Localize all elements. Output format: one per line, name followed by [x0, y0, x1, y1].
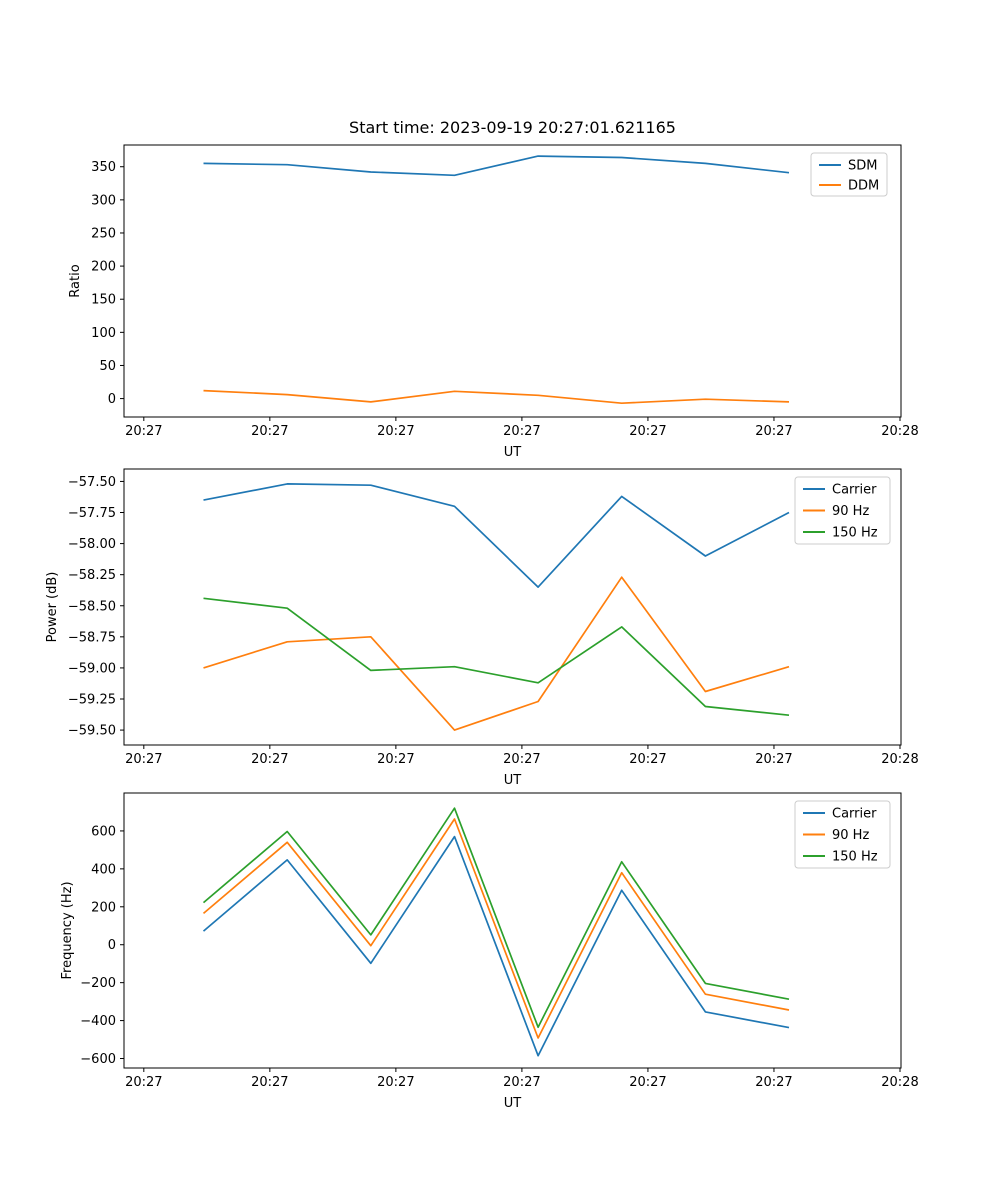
x-tick-label: 20:27	[377, 752, 414, 767]
y-tick-label: 0	[108, 392, 116, 407]
y-tick-label: −200	[80, 976, 116, 991]
y-tick-label: −57.75	[68, 506, 116, 521]
chart-2-150-hz-line	[203, 597, 790, 717]
chart-2-carrier-line	[203, 483, 790, 588]
x-tick-label: 20:27	[629, 1075, 666, 1090]
y-tick-label: −59.25	[68, 693, 116, 708]
chart-2: −59.50 −59.25 −59.00 −58.75 −58.50 −58.25 −58.…	[45, 468, 919, 788]
x-tick-label: 20:27	[125, 752, 162, 767]
legend-label: Carrier	[832, 483, 877, 498]
y-tick-label: −59.00	[68, 661, 116, 676]
chart-1: 0 50 100 150 200 250 300 350 20:27 20:27 20:27 20:2…	[68, 118, 919, 460]
x-tick-label: 20:27	[755, 1075, 792, 1090]
chart-1-xlabel: UT	[504, 445, 522, 460]
y-tick-label: 100	[91, 326, 116, 341]
x-tick-label: 20:27	[755, 424, 792, 439]
y-tick-label: 250	[91, 226, 116, 241]
chart-3-xlabel: UT	[504, 1096, 522, 1111]
y-tick-label: 0	[108, 938, 116, 953]
chart-3-150-hz-line	[202, 807, 790, 1029]
chart-1-legend: SDM DDM	[810, 152, 888, 197]
legend-box	[794, 800, 891, 869]
y-tick-label: 600	[91, 824, 116, 839]
y-tick-label: −58.00	[68, 537, 116, 552]
legend-label: 90 Hz	[832, 504, 869, 519]
y-tick-label: −58.75	[68, 630, 116, 645]
x-tick-label: 20:27	[503, 424, 540, 439]
y-tick-label: 50	[99, 359, 116, 374]
chart-3-legend: Carrier 90 Hz 150 Hz	[794, 800, 891, 869]
legend-label: 90 Hz	[832, 828, 869, 843]
chart-3-plot-area	[123, 792, 902, 1069]
x-tick-label: 20:28	[881, 424, 918, 439]
chart-3: −600 −400 −200 0 200 400 600 20:27 20:27 20:27 20:…	[60, 792, 919, 1111]
x-tick-label: 20:27	[755, 752, 792, 767]
x-tick-label: 20:27	[503, 752, 540, 767]
chart-3-ylabel: Frequency (Hz)	[60, 881, 75, 979]
legend-label: 150 Hz	[832, 526, 878, 541]
chart-1-ylabel: Ratio	[68, 264, 83, 297]
chart-1-sdm-line	[203, 155, 790, 177]
y-tick-label: −59.50	[68, 724, 116, 739]
y-tick-label: 200	[91, 900, 116, 915]
y-tick-label: 300	[91, 193, 116, 208]
chart-2-legend: Carrier 90 Hz 150 Hz	[794, 476, 891, 545]
figure-title: Start time: 2023-09-19 20:27:01.621165	[349, 118, 676, 137]
chart-2-plot-area	[123, 468, 902, 746]
chart-3-90-hz-line	[202, 818, 790, 1039]
y-tick-label: −58.25	[68, 568, 116, 583]
chart-1-plot-area	[123, 144, 902, 418]
x-tick-label: 20:27	[251, 1075, 288, 1090]
x-tick-label: 20:28	[881, 752, 918, 767]
y-tick-label: −57.50	[68, 475, 116, 490]
chart-2-xlabel: UT	[504, 773, 522, 788]
x-tick-label: 20:27	[503, 1075, 540, 1090]
legend-box	[794, 476, 891, 545]
chart-3-carrier-line	[202, 835, 790, 1057]
legend-label: DDM	[848, 179, 879, 194]
x-tick-label: 20:27	[629, 424, 666, 439]
x-tick-label: 20:27	[251, 752, 288, 767]
legend-label: 150 Hz	[832, 850, 878, 865]
y-tick-label: 150	[91, 293, 116, 308]
y-tick-label: −400	[80, 1014, 116, 1029]
legend-label: SDM	[848, 159, 877, 174]
x-tick-label: 20:27	[377, 424, 414, 439]
y-tick-label: −600	[80, 1052, 116, 1067]
y-tick-label: −58.50	[68, 599, 116, 614]
chart-2-90-hz-line	[203, 576, 790, 731]
y-tick-label: 400	[91, 862, 116, 877]
x-tick-label: 20:27	[629, 752, 666, 767]
chart-2-ylabel: Power (dB)	[45, 572, 60, 643]
chart-1-ddm-line	[203, 389, 790, 405]
legend-label: Carrier	[832, 807, 877, 822]
x-tick-label: 20:27	[125, 1075, 162, 1090]
y-tick-label: 200	[91, 260, 116, 275]
x-tick-label: 20:27	[125, 424, 162, 439]
x-tick-label: 20:27	[251, 424, 288, 439]
x-tick-label: 20:28	[881, 1075, 918, 1090]
y-tick-label: 350	[91, 160, 116, 175]
x-tick-label: 20:27	[377, 1075, 414, 1090]
